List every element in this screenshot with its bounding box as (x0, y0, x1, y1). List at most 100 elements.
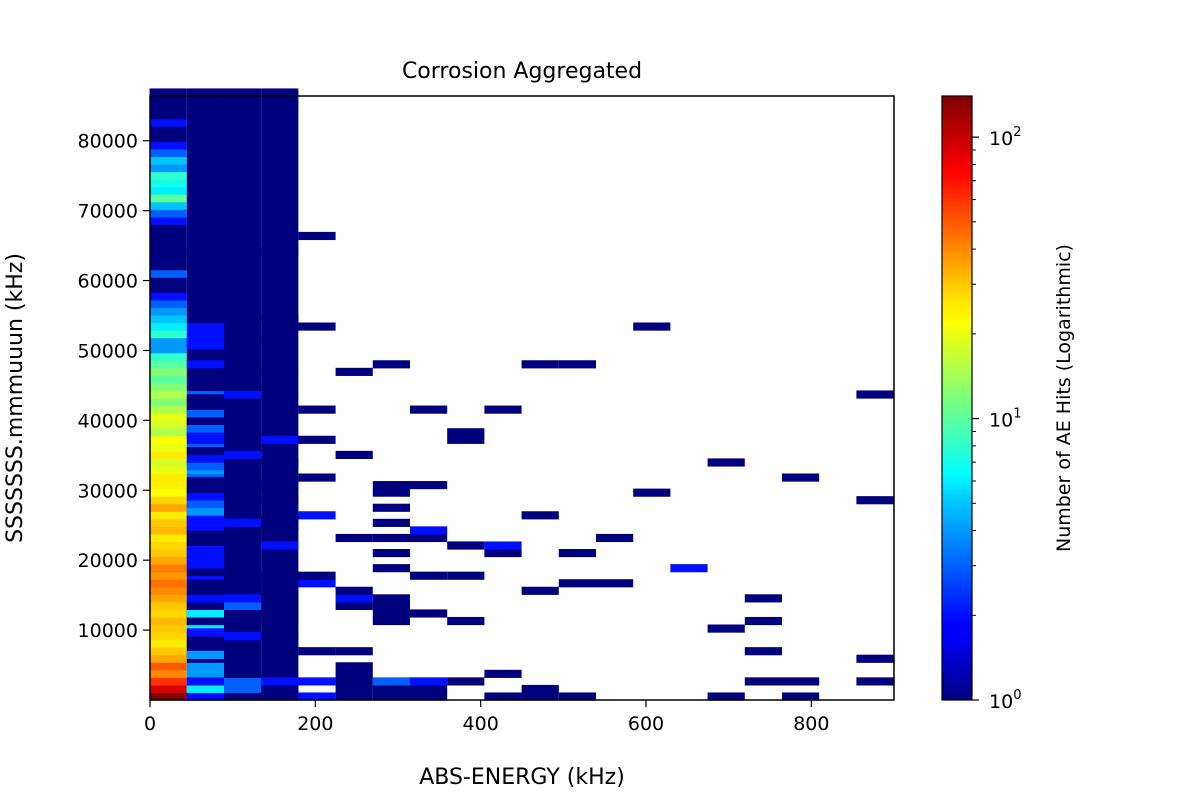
heatmap-cell (261, 299, 299, 308)
heatmap-cell (261, 262, 299, 271)
heatmap-cell (186, 292, 224, 301)
heatmap-cell (149, 413, 187, 422)
heatmap-cell (335, 677, 373, 686)
heatmap-cell (149, 533, 187, 543)
y-tick-label: 20000 (78, 550, 138, 572)
heatmap-cell (186, 126, 224, 135)
heatmap-cell (223, 307, 262, 316)
heatmap-cell (261, 224, 299, 233)
heatmap-cell (261, 579, 299, 588)
heatmap-cell (186, 628, 224, 637)
heatmap-cell (223, 450, 262, 459)
heatmap-cell (186, 148, 224, 157)
heatmap-cell (521, 511, 559, 520)
heatmap-cell (149, 292, 187, 301)
heatmap-cell (372, 684, 410, 694)
heatmap-cell (261, 118, 299, 127)
heatmap-cell (261, 284, 299, 293)
heatmap-cell (186, 179, 224, 188)
y-tick-label: 70000 (78, 201, 138, 223)
heatmap-cell (335, 684, 373, 694)
heatmap-cell (149, 367, 187, 376)
heatmap-cell (223, 439, 262, 448)
heatmap-cell (223, 624, 262, 633)
heatmap-cell (223, 269, 262, 278)
heatmap-cell (149, 111, 187, 120)
heatmap-cell (186, 684, 224, 694)
heatmap-cell (223, 647, 262, 656)
heatmap-cell (149, 118, 187, 127)
heatmap-cell (149, 684, 187, 694)
heatmap-cell (372, 616, 410, 626)
heatmap-cell (223, 224, 262, 233)
heatmap-cell (484, 669, 522, 678)
heatmap-cell (558, 549, 596, 558)
heatmap-cell (186, 662, 224, 671)
heatmap-cell (186, 484, 224, 493)
heatmap-cell (223, 549, 262, 558)
heatmap-cell (335, 647, 373, 656)
heatmap-cell (149, 96, 187, 105)
heatmap-cell (149, 148, 187, 157)
heatmap-cell (261, 239, 299, 248)
heatmap-cell (261, 345, 299, 354)
heatmap-cell (261, 662, 299, 671)
heatmap-cell (223, 111, 262, 120)
heatmap-cell (149, 314, 187, 324)
heatmap-cell (223, 511, 262, 520)
heatmap-cell (261, 639, 299, 648)
heatmap-cell (149, 405, 187, 414)
heatmap-cell (261, 382, 299, 392)
heatmap-cell (149, 277, 187, 286)
heatmap-cell (186, 669, 224, 678)
heatmap-cell (186, 692, 224, 701)
heatmap-cell (261, 632, 299, 641)
heatmap-cell (223, 420, 262, 429)
heatmap-cell (223, 541, 262, 550)
heatmap-cell (149, 677, 187, 686)
heatmap-cell (149, 284, 187, 293)
heatmap-cell (261, 96, 299, 105)
heatmap-cell (149, 179, 187, 188)
heatmap-cell (149, 254, 187, 263)
heatmap-cell (223, 579, 262, 588)
heatmap-cell (149, 307, 187, 316)
heatmap-cell (149, 322, 187, 331)
heatmap-cell (261, 481, 299, 490)
heatmap-cell (149, 141, 187, 150)
heatmap-cell (409, 684, 448, 694)
heatmap-cell (186, 216, 224, 225)
x-tick-label: 200 (297, 713, 333, 735)
heatmap-cell (186, 141, 224, 150)
heatmap-cell (261, 171, 299, 180)
heatmap-cell (261, 601, 299, 610)
heatmap-cell (261, 330, 299, 339)
heatmap-cell (409, 526, 448, 535)
heatmap-cell (372, 518, 410, 527)
heatmap-cell (223, 526, 262, 535)
heatmap-cell (149, 435, 187, 444)
heatmap-cell (261, 367, 299, 376)
heatmap-cell (223, 171, 262, 180)
heatmap-cell (261, 654, 299, 663)
heatmap-cell (335, 450, 373, 459)
colorbar-tick-label: 101 (989, 407, 1021, 432)
heatmap-cell (409, 677, 448, 686)
heatmap-cell (186, 333, 224, 342)
heatmap-cell (261, 450, 299, 459)
heatmap-cell (261, 413, 299, 422)
heatmap-cell (781, 692, 820, 701)
plot-frame (149, 95, 895, 701)
heatmap-cell (261, 473, 299, 482)
heatmap-cell (149, 692, 187, 701)
heatmap-cell (186, 462, 224, 471)
heatmap-cell (186, 530, 224, 539)
heatmap-cell (261, 269, 299, 278)
heatmap-cell (261, 390, 299, 399)
heatmap-cell (223, 609, 262, 618)
heatmap-cell (223, 284, 262, 293)
heatmap-cell (149, 398, 187, 407)
heatmap-cell (223, 564, 262, 573)
heatmap-cell (223, 669, 262, 678)
y-tick-label: 30000 (78, 480, 138, 502)
